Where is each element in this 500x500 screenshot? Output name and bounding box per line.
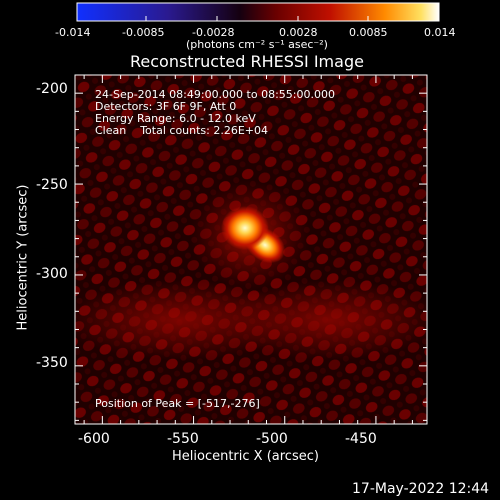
- axis-ticks: [75, 74, 427, 424]
- info-line-total-counts: Clean Total counts: 2.26E+04: [95, 124, 269, 137]
- colorbar-tick-4: 0.0085: [349, 26, 388, 39]
- y-axis-label: Heliocentric Y (arcsec): [15, 184, 31, 331]
- image-heatmap: [75, 75, 427, 424]
- colorbar-tick-5: 0.014: [424, 26, 456, 39]
- info-line-time-range: 24-Sep-2014 08:49:00.000 to 08:55:00.000: [95, 88, 335, 101]
- y-tick-label: -300: [36, 266, 68, 282]
- plot-title: Reconstructed RHESSI Image: [130, 52, 364, 71]
- colorbar-units-label: (photons cm⁻² s⁻¹ asec⁻²): [186, 38, 328, 51]
- x-tick-label: -600: [78, 431, 110, 447]
- colorbar-tick-2: -0.0028: [192, 26, 235, 39]
- colorbar: [76, 2, 440, 22]
- info-line-energy-range: Energy Range: 6.0 - 12.0 keV: [95, 112, 256, 125]
- x-tick-label: -500: [256, 431, 288, 447]
- plot-frame: [74, 74, 428, 425]
- colorbar-tick-3: 0.0028: [279, 26, 318, 39]
- y-tick-label: -200: [36, 81, 68, 97]
- colorbar-tick-1: -0.0085: [122, 26, 165, 39]
- colorbar-ticks: [76, 16, 440, 21]
- y-tick-label: -250: [36, 177, 68, 193]
- y-tick-label: -350: [36, 355, 68, 371]
- footer-date: 17-May-2022 12:44: [352, 481, 490, 497]
- x-tick-label: -450: [345, 431, 377, 447]
- colorbar-gradient: [76, 2, 440, 22]
- x-axis-label: Heliocentric X (arcsec): [172, 449, 319, 464]
- info-line-detectors: Detectors: 3F 6F 9F, Att 0: [95, 100, 237, 113]
- colorbar-tick-0: -0.014: [55, 26, 91, 39]
- flare-source-peak: [221, 206, 269, 250]
- peak-position-label: Position of Peak = [-517,-276]: [95, 397, 260, 410]
- x-tick-label: -550: [167, 431, 199, 447]
